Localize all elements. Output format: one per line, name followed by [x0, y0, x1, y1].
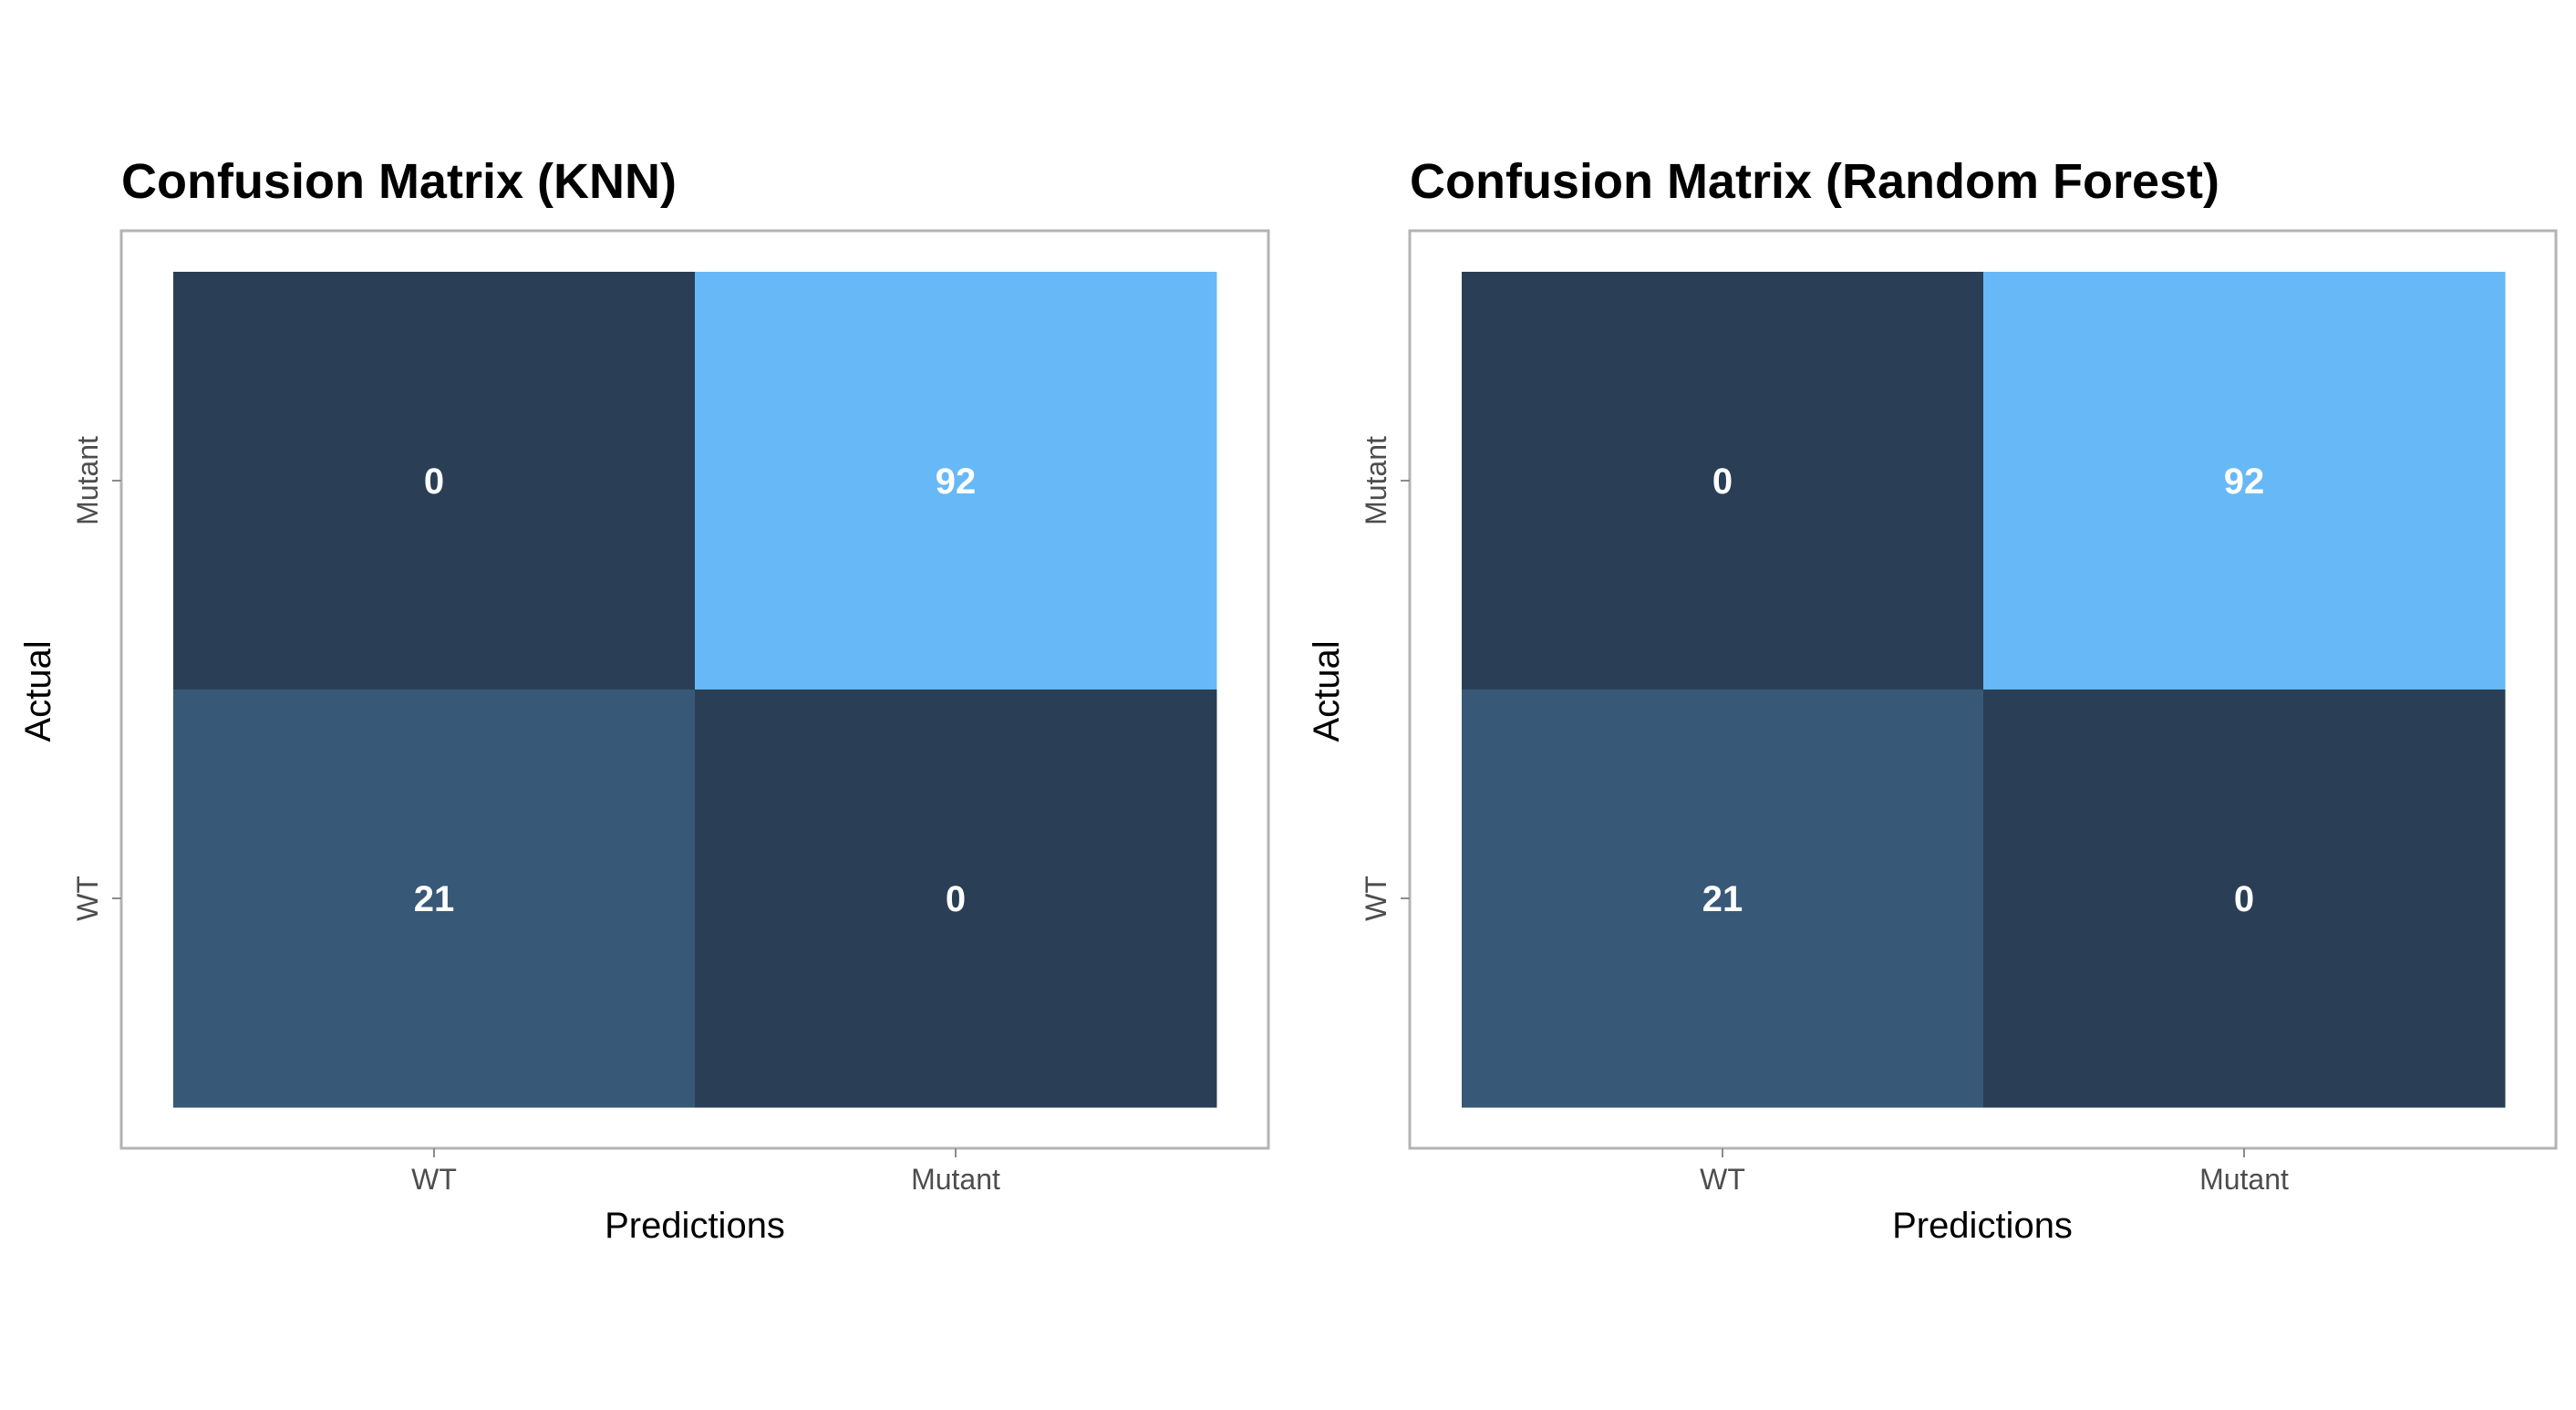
x-axis-title: Predictions [605, 1206, 785, 1246]
y-tick-label: WT [1360, 876, 1392, 921]
y-axis-title: Actual [18, 640, 58, 741]
heatmap-cell-actual-wt-predicted-wt [1462, 689, 1984, 1108]
x-tick-label: Mutant [2199, 1163, 2289, 1196]
y-tick-label: Mutant [71, 436, 104, 525]
chart-random-forest: Confusion Matrix (Random Forest) Actual … [1307, 154, 2558, 1246]
cell-value-label: 21 [414, 879, 455, 919]
heatmap-cell-actual-mutant-predicted-wt [173, 272, 696, 690]
heatmap-cell-actual-mutant-predicted-mutant [695, 272, 1217, 690]
cell-value-label: 0 [2234, 879, 2254, 919]
x-axis-title: Predictions [1892, 1206, 2073, 1246]
heatmap-cell-actual-wt-predicted-mutant [695, 689, 1217, 1108]
cell-value-label: 92 [936, 461, 977, 502]
chart-knn: Confusion Matrix (KNN) Actual Prediction… [18, 154, 1270, 1246]
cell-value-label: 0 [1712, 461, 1733, 502]
cell-value-label: 21 [1702, 879, 1743, 919]
x-tick-label: Mutant [911, 1163, 1000, 1196]
panel-border [119, 229, 1270, 1150]
chart-title: Confusion Matrix (KNN) [121, 154, 677, 209]
chart-title: Confusion Matrix (Random Forest) [1410, 154, 2219, 209]
y-tick-label: Mutant [1360, 436, 1392, 525]
x-tick-label: WT [1700, 1163, 1745, 1196]
cell-value-label: 92 [2224, 461, 2265, 502]
cell-value-label: 0 [946, 879, 966, 919]
heatmap-cell-actual-mutant-predicted-mutant [1983, 272, 2506, 690]
y-tick-label: WT [71, 876, 104, 921]
heatmap-cell-actual-wt-predicted-mutant [1983, 689, 2506, 1108]
cell-value-label: 0 [424, 461, 444, 502]
panel-border [1408, 229, 2558, 1150]
heatmap-cell-actual-wt-predicted-wt [173, 689, 696, 1108]
heatmap-cell-actual-mutant-predicted-wt [1462, 272, 1984, 690]
x-tick-label: WT [411, 1163, 457, 1196]
plot-area: 0 92 21 0 WT Mutant Mutant WT [1360, 229, 2558, 1196]
y-axis-title: Actual [1307, 640, 1347, 741]
plot-area: 0 92 21 0 WT Mutant Mutant WT [71, 229, 1270, 1196]
